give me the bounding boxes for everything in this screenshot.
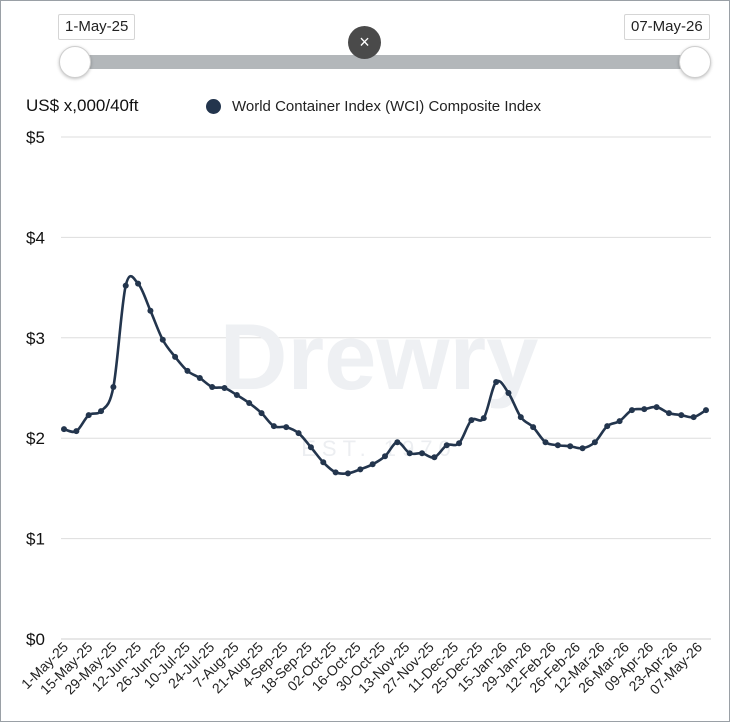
y-axis-unit-label: US$ x,000/40ft [26, 96, 139, 115]
y-tick-label: $5 [26, 128, 45, 147]
watermark-logo-text: Drewry [220, 304, 539, 409]
y-tick-label: $4 [26, 228, 45, 247]
watermark: Drewry EST. 1970 [220, 304, 539, 461]
range-start-handle[interactable] [59, 46, 91, 78]
data-point[interactable] [357, 466, 364, 473]
data-point[interactable] [344, 470, 351, 477]
data-point[interactable] [159, 336, 166, 343]
data-point[interactable] [468, 417, 475, 424]
data-point[interactable] [209, 383, 216, 390]
data-point[interactable] [196, 374, 203, 381]
data-point[interactable] [135, 280, 142, 287]
data-point[interactable] [665, 410, 672, 417]
data-point[interactable] [172, 353, 179, 360]
data-point[interactable] [406, 450, 413, 457]
data-point[interactable] [270, 423, 277, 430]
data-point[interactable] [443, 442, 450, 449]
data-point[interactable] [554, 442, 561, 449]
data-point[interactable] [307, 444, 314, 451]
y-tick-label: $2 [26, 429, 45, 448]
series-wci [61, 274, 709, 477]
data-point[interactable] [678, 412, 685, 419]
range-end-handle[interactable] [679, 46, 711, 78]
y-tick-label: $0 [26, 630, 45, 649]
data-point[interactable] [616, 418, 623, 425]
data-point[interactable] [85, 412, 92, 419]
data-point[interactable] [690, 414, 697, 421]
watermark-est-text: EST. 1970 [301, 436, 457, 461]
data-point[interactable] [122, 282, 129, 289]
data-point[interactable] [246, 400, 253, 407]
data-point[interactable] [233, 392, 240, 399]
y-axis-ticks: $0 $1 $2 $3 $4 $5 [26, 128, 45, 649]
data-point[interactable] [604, 423, 611, 430]
data-point[interactable] [369, 461, 376, 468]
data-point[interactable] [517, 414, 524, 421]
date-range-slider-track[interactable] [74, 55, 696, 69]
legend-series-name: World Container Index (WCI) Composite In… [232, 98, 542, 115]
data-point[interactable] [493, 378, 500, 385]
data-point[interactable] [184, 367, 191, 374]
data-point[interactable] [73, 428, 80, 435]
y-tick-label: $1 [26, 530, 45, 549]
data-point[interactable] [258, 410, 265, 417]
range-end-label: 07-May-26 [624, 14, 710, 40]
data-point[interactable] [456, 440, 463, 447]
data-point[interactable] [110, 383, 117, 390]
data-point[interactable] [295, 430, 302, 437]
legend-marker [206, 99, 221, 114]
data-point[interactable] [653, 404, 660, 411]
range-start-label: 1-May-25 [58, 14, 136, 40]
x-axis-ticks: 1-May-2515-May-2529-May-2512-Jun-2526-Ju… [18, 639, 705, 698]
data-point[interactable] [320, 459, 327, 466]
data-point[interactable] [591, 439, 598, 446]
data-point[interactable] [419, 450, 426, 457]
data-point[interactable] [579, 445, 586, 452]
data-point[interactable] [98, 408, 105, 415]
data-point[interactable] [147, 307, 154, 314]
data-point[interactable] [382, 453, 388, 460]
data-point[interactable] [641, 406, 648, 413]
data-point[interactable] [505, 390, 512, 397]
grid-lines [61, 136, 711, 640]
data-point[interactable] [332, 469, 339, 476]
data-point[interactable] [394, 439, 401, 446]
data-point[interactable] [221, 385, 228, 391]
data-point[interactable] [628, 407, 635, 414]
chart-legend[interactable]: World Container Index (WCI) Composite In… [206, 98, 541, 115]
close-icon: × [359, 32, 370, 52]
data-point[interactable] [703, 407, 709, 414]
data-point[interactable] [530, 424, 537, 431]
y-tick-label: $3 [26, 329, 45, 348]
data-point[interactable] [61, 426, 67, 433]
data-point[interactable] [431, 454, 438, 461]
data-point[interactable] [283, 424, 290, 431]
data-point[interactable] [480, 415, 487, 422]
data-point[interactable] [567, 443, 574, 450]
reset-range-button[interactable]: × [348, 26, 381, 59]
data-point[interactable] [542, 439, 549, 446]
